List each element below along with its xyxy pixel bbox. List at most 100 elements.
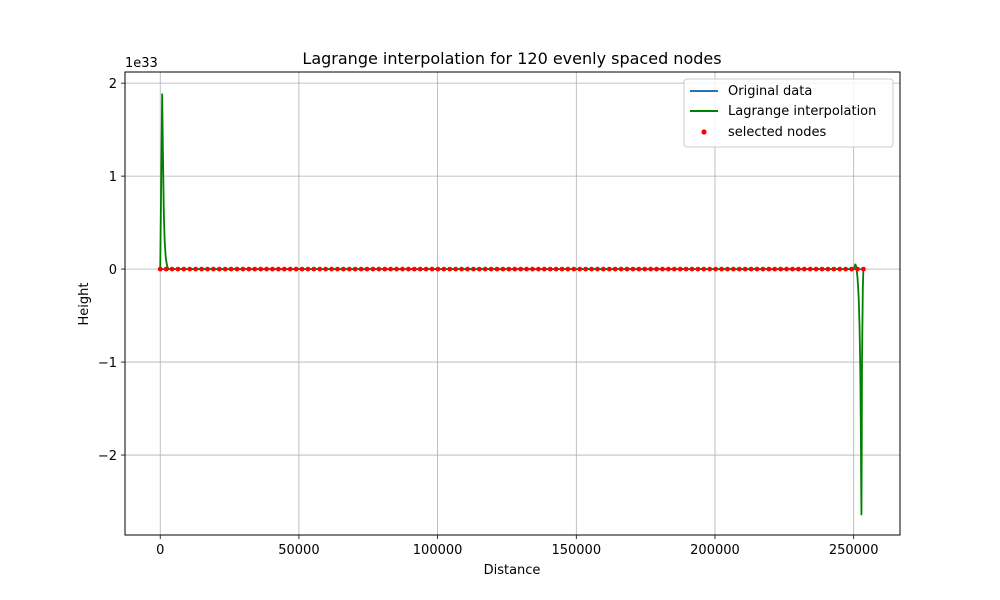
y-tick-label: −2 bbox=[98, 449, 117, 464]
selected-node-point bbox=[583, 266, 589, 272]
selected-node-point bbox=[459, 266, 464, 272]
selected-node-point bbox=[222, 266, 228, 272]
selected-node-point bbox=[707, 266, 713, 272]
selected-node-point bbox=[512, 266, 518, 272]
legend: Original data Lagrange interpolation sel… bbox=[683, 78, 894, 148]
selected-node-point bbox=[364, 266, 370, 272]
selected-node-point bbox=[784, 266, 789, 272]
selected-node-point bbox=[618, 266, 624, 272]
selected-node-point bbox=[683, 266, 689, 272]
selected-node-point bbox=[654, 266, 659, 272]
selected-node-point bbox=[536, 266, 541, 272]
selected-node-point bbox=[341, 266, 346, 272]
selected-node-point bbox=[665, 266, 671, 272]
selected-node-point bbox=[742, 266, 748, 272]
selected-node-point bbox=[719, 266, 724, 272]
ticks: 0 50000 100000 150000 200000 250000 −2 −1 0 1 2 bbox=[98, 77, 879, 558]
selected-node-point bbox=[169, 266, 175, 272]
y-axis-label: Height bbox=[77, 283, 92, 326]
selected-node-point bbox=[287, 266, 293, 272]
selected-node-point bbox=[281, 266, 287, 272]
selected-node-point bbox=[488, 266, 494, 272]
selected-node-point bbox=[736, 266, 742, 272]
selected-node-point bbox=[541, 266, 547, 272]
selected-node-point bbox=[689, 266, 695, 272]
x-tick-label: 250000 bbox=[829, 543, 879, 558]
legend-label-original: Original data bbox=[728, 84, 812, 99]
y-tick-label: 2 bbox=[109, 77, 117, 92]
selected-node-point bbox=[807, 266, 813, 272]
selected-node-point bbox=[329, 266, 334, 272]
selected-node-point bbox=[772, 266, 778, 272]
selected-node-point bbox=[240, 266, 246, 272]
selected-node-point bbox=[600, 266, 606, 272]
selected-node-point bbox=[234, 266, 240, 272]
selected-node-point bbox=[801, 266, 807, 272]
selected-node-point bbox=[199, 266, 204, 272]
selected-node-point bbox=[778, 266, 784, 272]
selected-node-point bbox=[417, 266, 423, 272]
selected-node-point bbox=[571, 266, 577, 272]
selected-node-point bbox=[518, 266, 524, 272]
selected-node-point bbox=[335, 266, 340, 272]
selected-node-point bbox=[471, 266, 476, 272]
chart-title: Lagrange interpolation for 120 evenly sp… bbox=[302, 49, 721, 68]
selected-node-point bbox=[559, 266, 565, 272]
legend-swatch-nodes bbox=[701, 129, 707, 135]
selected-node-point bbox=[175, 266, 181, 272]
y-tick-label: 0 bbox=[109, 263, 117, 278]
selected-node-point bbox=[565, 266, 571, 272]
selected-node-point bbox=[648, 266, 654, 272]
selected-node-point bbox=[270, 266, 275, 272]
selected-node-point bbox=[187, 266, 193, 272]
selected-node-point bbox=[299, 266, 305, 272]
selected-node-point bbox=[754, 266, 760, 272]
selected-node-point bbox=[157, 266, 163, 272]
selected-node-point bbox=[630, 266, 636, 272]
selected-node-point bbox=[530, 266, 535, 272]
selected-node-point bbox=[429, 266, 435, 272]
selected-node-point bbox=[577, 266, 583, 272]
x-tick-label: 50000 bbox=[278, 543, 319, 558]
selected-node-point bbox=[252, 266, 258, 272]
selected-node-point bbox=[500, 266, 506, 272]
selected-node-point bbox=[595, 266, 600, 272]
selected-node-point bbox=[388, 266, 394, 272]
selected-node-point bbox=[423, 266, 429, 272]
selected-node-point bbox=[163, 266, 169, 272]
selected-node-point bbox=[394, 266, 399, 272]
selected-node-point bbox=[193, 266, 199, 272]
selected-node-point bbox=[524, 266, 529, 272]
selected-node-point bbox=[435, 266, 441, 272]
selected-node-point bbox=[346, 266, 352, 272]
plot-data bbox=[157, 93, 866, 516]
x-tick-label: 150000 bbox=[551, 543, 601, 558]
selected-node-point bbox=[725, 266, 730, 272]
selected-node-point bbox=[453, 266, 459, 272]
selected-node-point bbox=[677, 266, 683, 272]
selected-node-point bbox=[258, 266, 264, 272]
x-tick-label: 200000 bbox=[690, 543, 740, 558]
series-line-lagrange-interpolation bbox=[159, 93, 865, 516]
selected-node-point bbox=[713, 266, 719, 272]
legend-box bbox=[683, 78, 894, 148]
selected-node-point bbox=[860, 266, 866, 272]
selected-node-point bbox=[216, 266, 222, 272]
legend-label-nodes: selected nodes bbox=[728, 125, 826, 140]
selected-node-point bbox=[825, 266, 831, 272]
selected-node-point bbox=[323, 266, 329, 272]
selected-node-point bbox=[305, 266, 311, 272]
selected-node-point bbox=[606, 266, 612, 272]
selected-node-point bbox=[701, 266, 707, 272]
selected-node-point bbox=[352, 266, 358, 272]
selected-node-point bbox=[760, 266, 766, 272]
selected-node-point bbox=[547, 266, 553, 272]
selected-node-point bbox=[482, 266, 488, 272]
selected-node-point bbox=[447, 266, 453, 272]
x-axis-label: Distance bbox=[484, 563, 541, 578]
selected-node-point bbox=[589, 266, 594, 272]
selected-node-point bbox=[376, 266, 382, 272]
selected-node-point bbox=[553, 266, 559, 272]
selected-node-point bbox=[311, 266, 317, 272]
